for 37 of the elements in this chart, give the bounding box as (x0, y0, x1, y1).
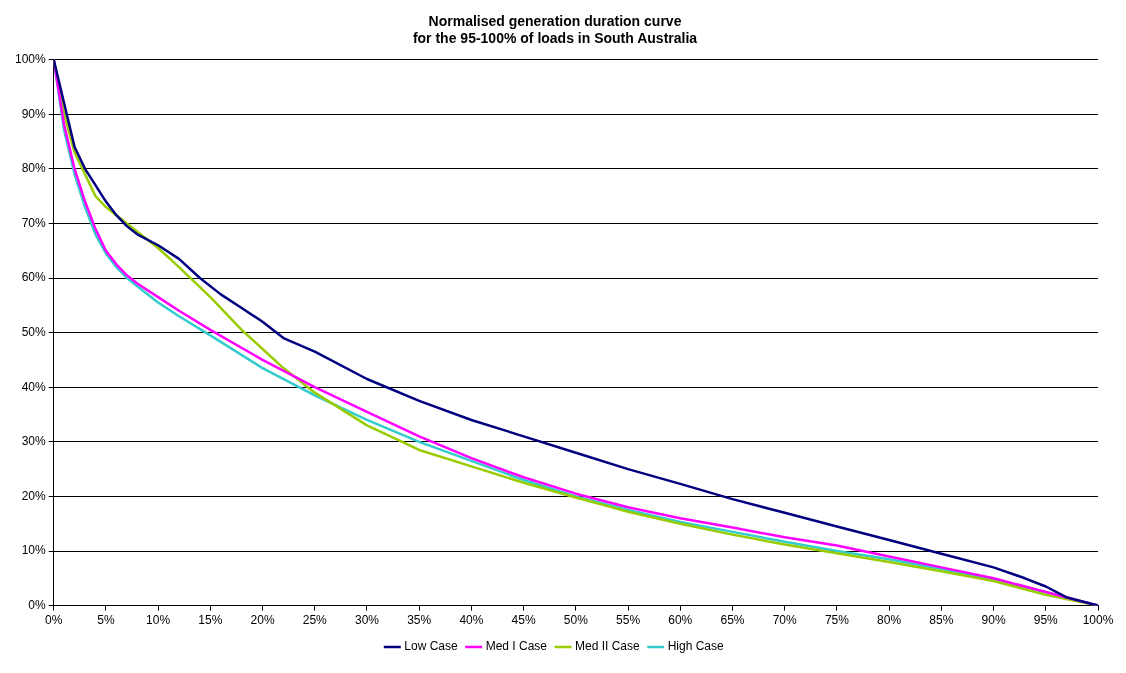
x-tick-label: 50% (563, 613, 589, 628)
x-tick-label: 100% (1082, 613, 1114, 628)
x-tick-label: 70% (772, 613, 798, 628)
legend-label: Med I Case (485, 639, 548, 654)
y-tick-label: 20% (21, 488, 47, 503)
x-tick-label: 20% (250, 613, 275, 628)
x-tick-label: 45% (511, 613, 536, 628)
x-tick-label: 85% (929, 613, 954, 628)
x-tick-label: 5% (97, 613, 115, 628)
y-tick-label: 100% (14, 51, 47, 66)
x-tick-label: 30% (354, 613, 380, 628)
legend-label: High Case (667, 639, 725, 654)
legend-label: Med II Case (575, 639, 641, 654)
y-tick-label: 50% (21, 324, 47, 339)
x-tick-label: 55% (616, 613, 641, 628)
y-tick-label: 0% (28, 597, 47, 612)
x-tick-label: 75% (824, 613, 850, 628)
x-tick-label: 90% (981, 613, 1006, 628)
y-tick-label: 80% (21, 161, 47, 176)
y-tick-label: 90% (21, 106, 47, 121)
legend-label: Low Case (404, 639, 458, 654)
y-tick-label: 10% (21, 543, 47, 558)
x-tick-label: 95% (1033, 613, 1059, 628)
x-tick-label: 80% (877, 613, 902, 628)
x-tick-label: 65% (720, 613, 745, 628)
x-tick-label: 40% (459, 613, 484, 628)
y-tick-label: 30% (21, 434, 47, 449)
x-tick-label: 0% (45, 613, 63, 628)
x-tick-label: 35% (407, 613, 432, 628)
y-tick-label: 70% (21, 215, 47, 230)
y-tick-label: 60% (21, 270, 47, 285)
x-tick-label: 15% (198, 613, 223, 628)
chart-title: Normalised generation duration curve for the 95-100% of loads in South Australia (412, 13, 698, 47)
x-tick-label: 60% (668, 613, 693, 628)
x-tick-label: 10% (146, 613, 171, 628)
x-tick-label: 25% (302, 613, 328, 628)
y-tick-label: 40% (21, 379, 47, 394)
